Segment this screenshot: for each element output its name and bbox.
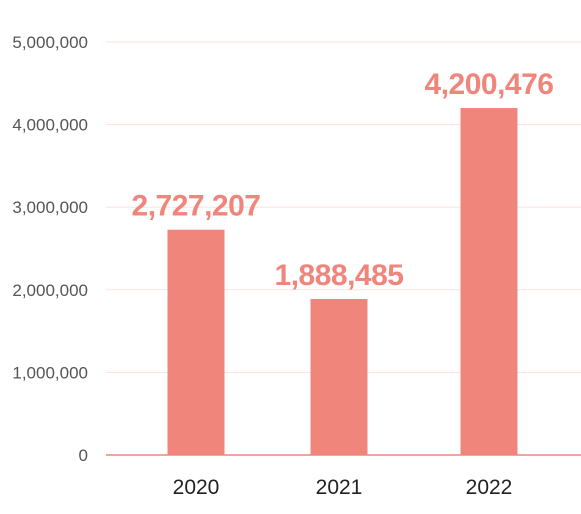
y-tick-label: 2,000,000 xyxy=(12,281,88,300)
y-tick-label: 5,000,000 xyxy=(12,33,88,52)
data-labels: 2,727,207 1,888,485 4,200,476 xyxy=(132,68,554,292)
bar xyxy=(167,229,225,455)
x-axis-tick-labels: 2020 2021 2022 xyxy=(173,476,513,499)
y-tick-label: 1,000,000 xyxy=(12,363,88,382)
bars xyxy=(167,108,518,455)
data-label: 2,727,207 xyxy=(132,190,261,223)
data-label: 1,888,485 xyxy=(275,259,404,292)
y-tick-label: 4,000,000 xyxy=(12,116,88,135)
data-label: 4,200,476 xyxy=(425,68,554,101)
x-tick-label: 2020 xyxy=(173,476,220,499)
bar xyxy=(460,108,518,455)
x-tick-label: 2021 xyxy=(316,476,363,499)
y-tick-label: 0 xyxy=(79,446,88,465)
y-tick-label: 3,000,000 xyxy=(12,198,88,217)
x-tick-label: 2022 xyxy=(466,476,513,499)
y-axis-tick-labels: 0 1,000,000 2,000,000 3,000,000 4,000,000 5,0… xyxy=(12,33,88,465)
bar xyxy=(310,299,368,455)
